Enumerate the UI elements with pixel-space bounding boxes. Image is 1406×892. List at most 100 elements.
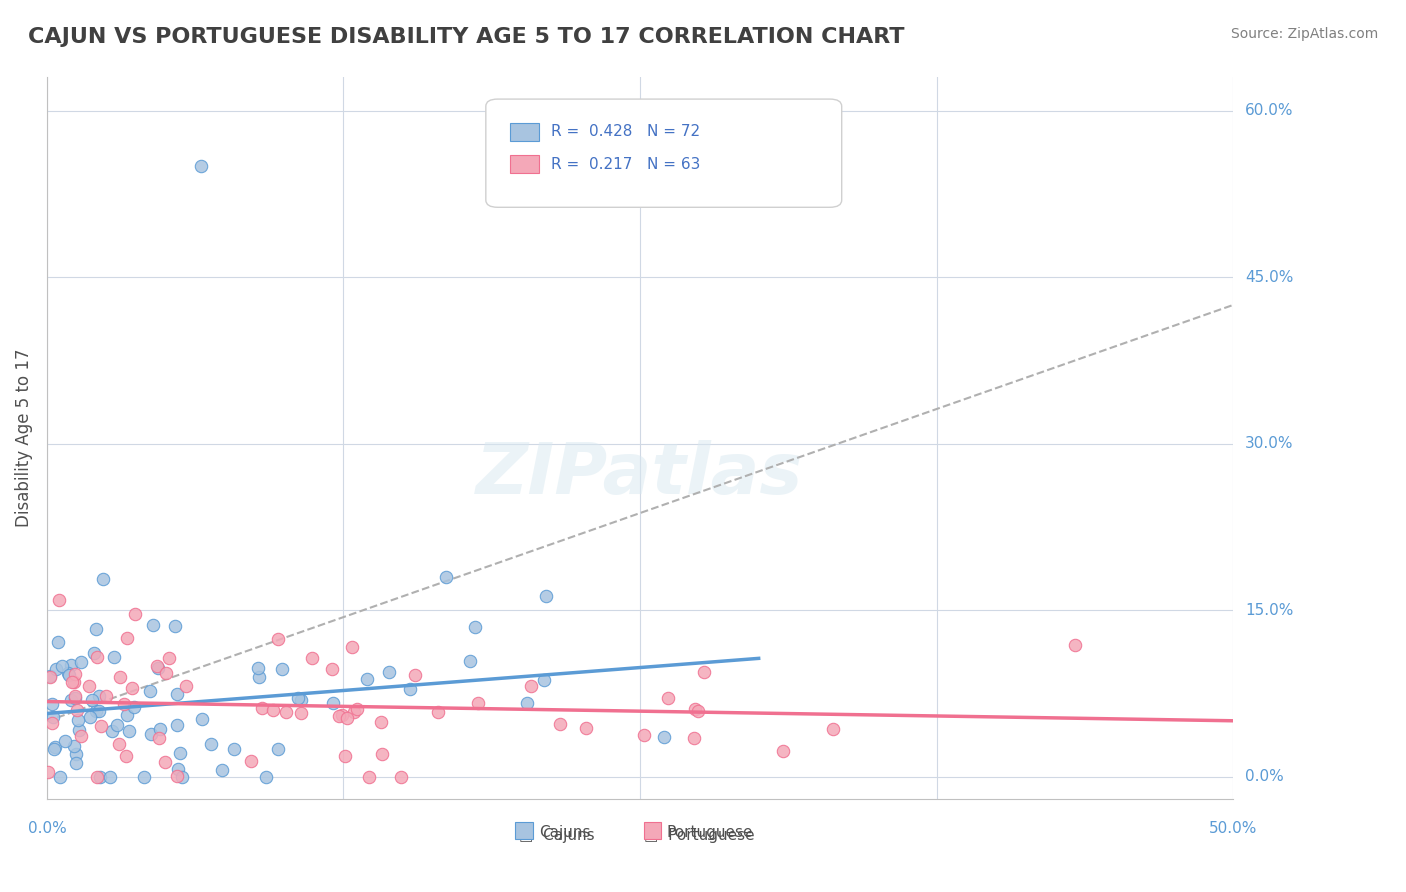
Point (519, 679, 541, 693)
Text: 0.0%: 0.0% (1246, 769, 1284, 784)
Point (398, 681, 420, 696)
Text: Portuguese: Portuguese (666, 825, 752, 840)
Point (692, 665, 714, 680)
Point (114, 748, 136, 763)
Point (404, 668, 426, 682)
Text: 30.0%: 30.0% (1246, 436, 1294, 451)
Point (84, 705, 107, 719)
Point (200, 737, 222, 751)
Point (115, 631, 138, 645)
Point (94, 690, 117, 704)
Point (516, 696, 538, 710)
Point (112, 697, 135, 711)
Point (38, 670, 60, 684)
Point (65, 691, 87, 706)
Point (335, 749, 357, 764)
Point (89, 770, 111, 784)
Text: R =  0.217   N = 63: R = 0.217 N = 63 (551, 156, 700, 171)
FancyBboxPatch shape (486, 99, 842, 207)
Point (44, 739, 66, 754)
Point (38, 669, 60, 683)
Y-axis label: Disability Age 5 to 17: Disability Age 5 to 17 (15, 349, 32, 527)
Point (271, 662, 294, 676)
Point (574, 721, 596, 735)
Point (58, 668, 80, 682)
Text: 0.0%: 0.0% (28, 821, 66, 836)
Point (45, 662, 67, 676)
Point (91, 572, 114, 586)
Point (122, 700, 145, 714)
Point (391, 770, 413, 784)
Point (42, 710, 65, 724)
Point (87, 689, 110, 703)
Point (290, 706, 312, 720)
Text: 45.0%: 45.0% (1246, 269, 1294, 285)
Point (330, 707, 353, 722)
Point (48, 592, 70, 607)
Point (148, 661, 170, 675)
Text: 15.0%: 15.0% (1246, 603, 1294, 617)
Text: R =  0.428   N = 72: R = 0.428 N = 72 (551, 124, 700, 139)
Point (254, 770, 277, 784)
Point (134, 770, 156, 784)
Point (821, 723, 844, 737)
Point (60, 657, 83, 672)
Point (340, 640, 363, 655)
Point (65, 756, 87, 770)
Point (62, 739, 84, 754)
Point (157, 651, 180, 665)
Point (60, 693, 83, 707)
Point (138, 684, 160, 698)
Point (224, 742, 246, 756)
Point (166, 763, 188, 777)
Point (108, 737, 131, 751)
FancyBboxPatch shape (516, 822, 533, 838)
Point (240, 754, 263, 768)
Point (426, 705, 449, 719)
Point (79, 709, 101, 723)
Point (688, 704, 710, 718)
FancyBboxPatch shape (644, 822, 661, 838)
Point (83, 646, 105, 660)
Point (86, 649, 108, 664)
Point (377, 665, 399, 680)
Point (321, 663, 343, 677)
Point (657, 691, 679, 706)
Point (262, 703, 284, 717)
Point (42, 742, 65, 756)
Text: Source: ZipAtlas.com: Source: ZipAtlas.com (1230, 27, 1378, 41)
Point (118, 724, 141, 739)
Point (41, 715, 63, 730)
Point (266, 632, 288, 647)
Point (301, 651, 323, 665)
Point (166, 687, 188, 701)
Point (77, 679, 100, 693)
Point (190, 712, 212, 726)
Point (467, 696, 489, 710)
Point (533, 673, 555, 688)
Point (370, 714, 392, 729)
Point (141, 727, 163, 741)
Point (108, 670, 131, 684)
Point (63, 666, 86, 681)
Point (359, 770, 381, 784)
Point (174, 679, 197, 693)
Point (328, 708, 350, 723)
Point (86, 770, 108, 784)
Point (287, 690, 309, 705)
Point (247, 670, 270, 684)
Point (98, 770, 121, 784)
Text: Cajuns: Cajuns (540, 825, 591, 840)
Point (772, 744, 794, 758)
Text: ZIPatlas: ZIPatlas (477, 440, 804, 508)
Point (103, 650, 125, 665)
Point (274, 705, 297, 719)
Point (66, 713, 89, 727)
Point (683, 702, 706, 716)
Point (1064, 638, 1087, 652)
Point (633, 728, 655, 742)
Point (90, 719, 112, 733)
Point (117, 708, 139, 723)
Point (346, 701, 368, 715)
Point (121, 681, 143, 696)
